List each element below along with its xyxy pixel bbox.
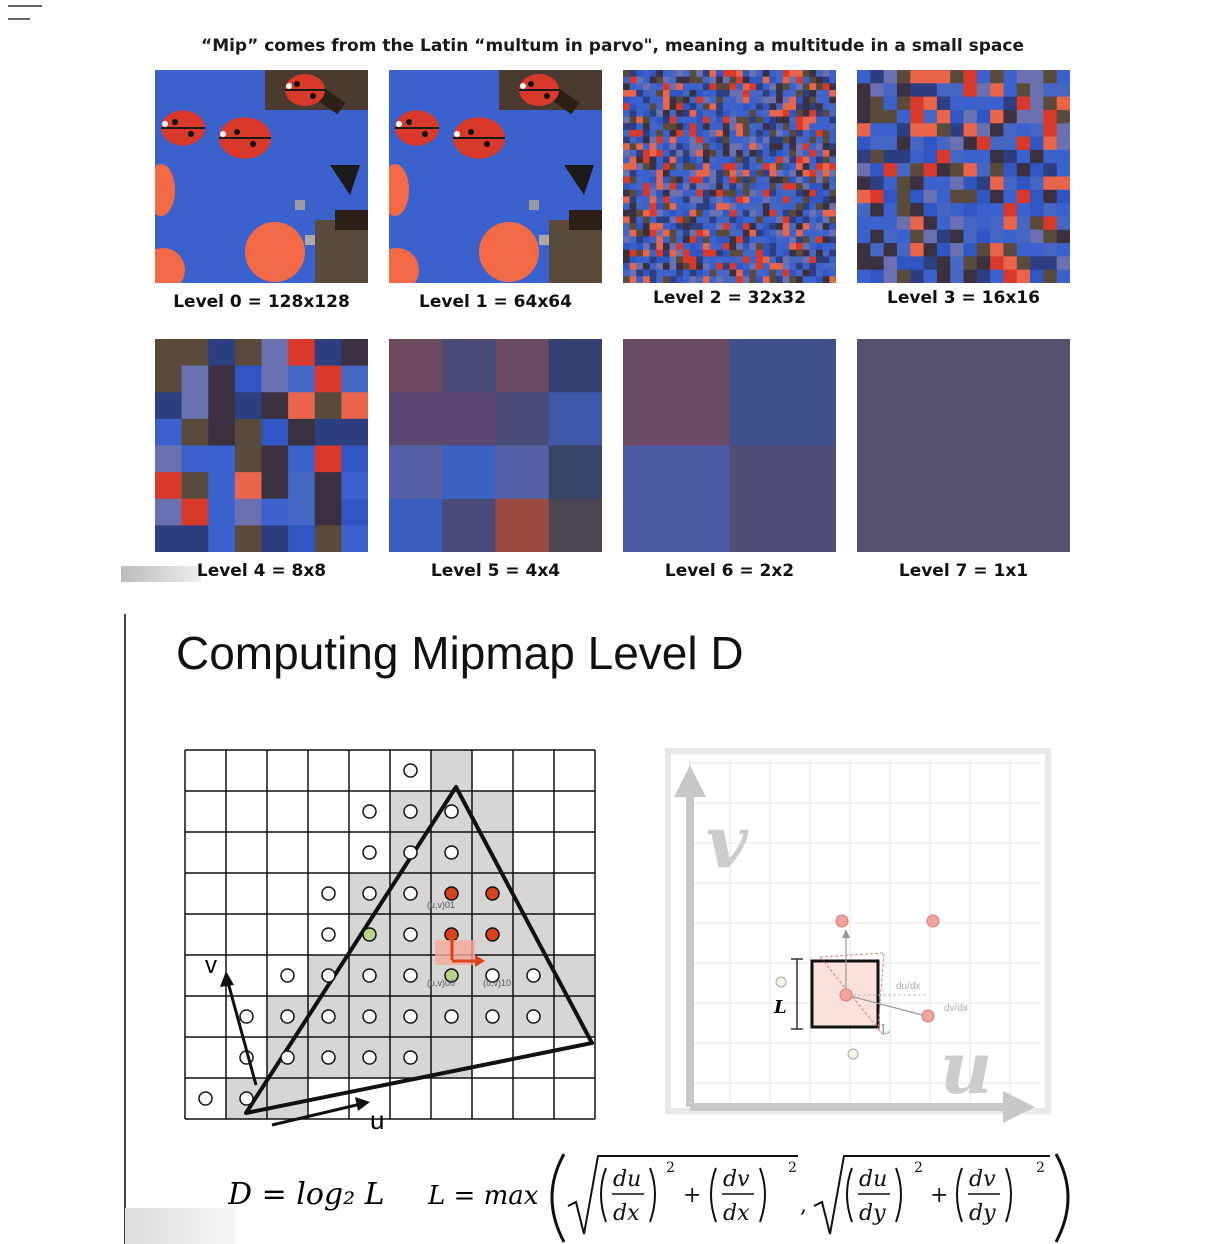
svg-text:dx: dx	[723, 1201, 750, 1226]
slide-title: Computing Mipmap Level D	[176, 627, 744, 679]
mipmap-level-formula: D = log₂ L L = max du dx 2 + dv dx 2 , du d…	[228, 1153, 1070, 1243]
uv-grid	[689, 760, 1040, 1103]
mip-level-7-image	[857, 339, 1070, 552]
svg-text:+: +	[930, 1183, 948, 1208]
uv01-label: (u,v)01	[427, 900, 455, 910]
svg-text:2: 2	[914, 1160, 923, 1176]
uv-L-diag-label: L	[878, 1021, 892, 1039]
uv10-label: (u,v)10	[483, 978, 511, 988]
uv-v-label: v	[706, 799, 749, 884]
mip-level-7-label: Level 7 = 1x1	[898, 561, 1029, 581]
pixel-grid	[184, 749, 596, 1120]
svg-text:2: 2	[788, 1160, 797, 1176]
mip-level-5-label: Level 5 = 4x4	[430, 561, 561, 581]
mip-level-4-image	[155, 339, 368, 552]
menu-icon[interactable]	[6, 2, 46, 26]
mip-level-1-label: Level 1 = 64x64	[419, 292, 572, 312]
formula-d: D = log₂ L	[228, 1177, 385, 1212]
formula-l: L = max	[427, 1181, 539, 1211]
svg-text:dx: dx	[613, 1201, 640, 1226]
svg-text:2: 2	[666, 1160, 675, 1176]
dvdx-label: dv/dx	[944, 1003, 968, 1014]
svg-text:dy: dy	[969, 1201, 996, 1226]
svg-text:+: +	[683, 1183, 701, 1208]
mip-caption: “Mip” comes from the Latin “multum in pa…	[201, 36, 1024, 56]
mip-level-0-label: Level 0 = 128x128	[173, 292, 350, 312]
u-axis-arrow	[271, 1101, 366, 1127]
uv-L-side-label: L	[773, 997, 787, 1018]
mip-level-2-image	[623, 70, 836, 283]
u-axis-label: u	[370, 1105, 384, 1135]
slide-border	[124, 614, 126, 1244]
uv00-label: (u,v)00	[427, 978, 455, 988]
svg-text:du: du	[859, 1167, 887, 1192]
sample-points	[198, 763, 541, 1106]
mip-level-4-label: Level 4 = 8x8	[196, 561, 327, 581]
mip-level-2-label: Level 2 = 32x32	[653, 288, 806, 308]
screen-smudge	[121, 566, 201, 582]
uv-u-label: u	[940, 1025, 992, 1110]
mip-level-6-image	[623, 339, 836, 552]
svg-text:2: 2	[1036, 1160, 1045, 1176]
mip-level-6-label: Level 6 = 2x2	[664, 561, 795, 581]
svg-text:,: ,	[800, 1193, 807, 1218]
v-axis-arrow	[224, 974, 258, 1086]
mip-level-3-image	[857, 70, 1070, 283]
mip-level-0-image	[155, 70, 368, 283]
svg-text:dv: dv	[723, 1167, 750, 1192]
triangle-grid-diagram: v u (u,v)01 (u,v)00 (u,v)10	[184, 749, 596, 1135]
mip-level-3-label: Level 3 = 16x16	[887, 288, 1040, 308]
mip-level-1-image	[389, 70, 602, 283]
dudx-label: du/dx	[896, 981, 920, 992]
svg-text:dy: dy	[859, 1201, 886, 1226]
svg-text:du: du	[613, 1167, 641, 1192]
svg-text:dv: dv	[969, 1167, 996, 1192]
mip-level-5-image	[389, 339, 602, 552]
screen-smudge-bottom	[125, 1208, 235, 1244]
uv-space-diagram: v u L L du/dx dv/dx	[665, 748, 1051, 1123]
triangle	[244, 785, 594, 1115]
v-axis-label: v	[205, 952, 217, 979]
covered-pixels	[226, 750, 595, 1119]
